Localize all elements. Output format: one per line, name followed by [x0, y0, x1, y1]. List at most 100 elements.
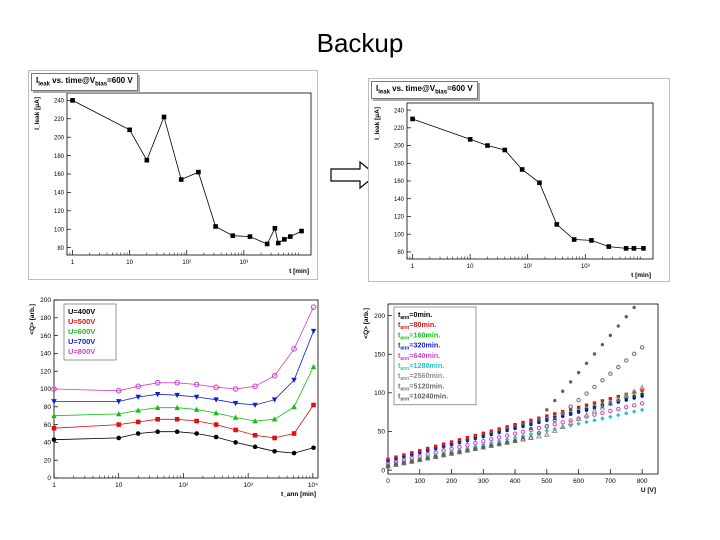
data-point [473, 436, 478, 441]
data-point [252, 444, 258, 450]
data-point [624, 315, 628, 319]
y-axis-label: I_leak [μA] [374, 107, 381, 140]
data-point [418, 458, 422, 462]
data-point [232, 400, 239, 407]
data-point [559, 423, 566, 429]
y-tick-label: 120 [394, 215, 405, 221]
data-point [554, 222, 560, 227]
data-point [252, 383, 258, 390]
y-tick-label: 180 [54, 154, 65, 160]
data-point [252, 418, 258, 424]
data-point [536, 425, 542, 431]
x-tick-label: 400 [510, 478, 521, 485]
data-point [161, 114, 167, 120]
data-point [568, 407, 573, 412]
data-point [116, 399, 122, 405]
data-point [616, 406, 621, 412]
data-point [584, 403, 589, 407]
data-point [497, 430, 502, 435]
data-point [552, 417, 557, 423]
data-point [127, 127, 132, 133]
data-point [272, 226, 278, 231]
y-tick-label: 160 [394, 179, 405, 185]
data-point [193, 406, 200, 412]
data-point [193, 394, 200, 400]
data-point [310, 304, 317, 310]
data-point [568, 380, 573, 384]
data-point [640, 388, 644, 392]
data-point [624, 404, 629, 410]
data-point [271, 397, 278, 403]
x-tick-label: 600 [573, 478, 584, 485]
data-point [502, 147, 508, 153]
data-point [545, 408, 549, 412]
data-point [536, 430, 542, 436]
x-tick-label: 10³ [581, 264, 590, 270]
data-point [584, 391, 589, 396]
data-point [426, 456, 430, 461]
legend-entry: U=800V [68, 347, 95, 356]
legend-entry-prefix: t [398, 320, 401, 329]
data-point [441, 445, 446, 450]
data-point [592, 384, 597, 390]
y-tick-label: 180 [40, 315, 51, 322]
y-tick-label: 80 [397, 250, 404, 256]
data-point [537, 417, 541, 421]
data-point [599, 403, 606, 410]
data-point [568, 411, 573, 416]
data-point [291, 431, 297, 436]
x-tick-label: 10³ [243, 482, 253, 489]
data-point [528, 435, 534, 440]
y-tick-label: 200 [54, 135, 65, 141]
data-point [624, 392, 628, 397]
data-point [264, 241, 270, 247]
data-point [583, 411, 590, 418]
title-part: vs. time@V [389, 84, 436, 93]
data-point [287, 234, 293, 239]
data-point [402, 461, 406, 465]
data-point [606, 244, 612, 249]
data-point [632, 395, 637, 400]
data-point [213, 224, 218, 229]
data-point [291, 377, 297, 383]
data-point [520, 429, 526, 434]
data-point [272, 435, 277, 441]
x-tick-label: 10 [115, 482, 123, 489]
y-tick-label: 220 [54, 117, 65, 123]
data-point [584, 407, 589, 412]
x-tick-label: 1 [71, 260, 75, 266]
data-point [299, 228, 304, 234]
legend-entry-value: =10240min. [409, 392, 448, 401]
data-point [178, 177, 184, 182]
legend-entry-value: =640min. [409, 351, 440, 360]
data-point [584, 419, 589, 425]
title-part: =600 V [447, 84, 473, 93]
data-point [473, 447, 478, 451]
data-point [529, 426, 533, 431]
data-point [553, 398, 557, 403]
data-point [545, 414, 549, 418]
legend-entry-prefix: t [398, 351, 401, 360]
data-point [433, 454, 438, 459]
data-point [568, 404, 573, 409]
data-point [481, 445, 485, 449]
legend-entry-value: =5120min. [409, 381, 444, 390]
charge-vs-voltage-plot: 0 50 100 150 200 0 100 200 300 400 500 600 700 800 U [… [363, 303, 659, 494]
data-point [155, 429, 160, 435]
data-point [544, 424, 550, 429]
legend-entry: tann=160min. [398, 330, 440, 341]
y-tick-label: 0 [47, 475, 51, 482]
data-point [624, 397, 629, 402]
series-line [53, 404, 314, 439]
legend-entry-sub: ann [400, 356, 409, 362]
legend-entry-sub: ann [400, 366, 409, 372]
data-point [213, 410, 219, 416]
legend-box [63, 303, 117, 361]
legend-entry: tann=640min. [398, 351, 440, 362]
x-tick-label: 10³ [240, 260, 249, 266]
legend-entry: tann=5120min. [398, 381, 444, 392]
data-point [568, 418, 573, 423]
data-point [282, 237, 287, 242]
data-point [272, 449, 277, 454]
y-axis-label: I_leak [μA] [34, 97, 41, 130]
